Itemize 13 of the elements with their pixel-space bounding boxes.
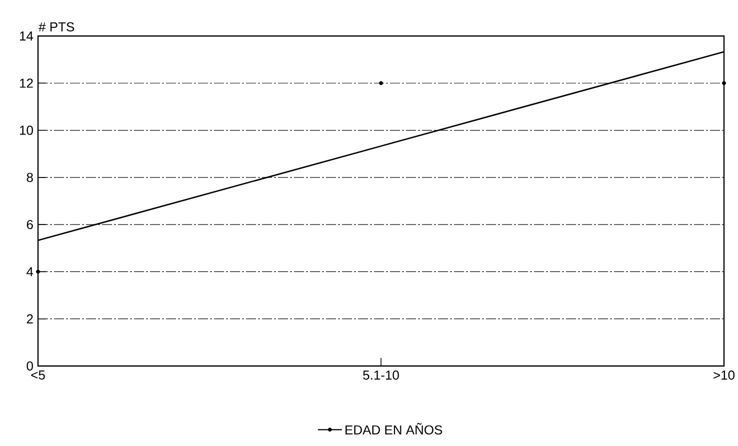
y-tick-label: 4: [26, 267, 34, 276]
x-tick-label: <5: [31, 370, 45, 380]
legend-label: EDAD EN AÑOS: [346, 422, 442, 435]
x-tick-label: 5.1-10: [363, 370, 399, 380]
y-tick-label: 8: [26, 172, 33, 182]
y-tick-label: 2: [26, 314, 33, 324]
y-axis-title: # PTS: [38, 22, 74, 32]
x-tick-label: >10: [714, 370, 735, 380]
y-tick-label: 0: [26, 361, 33, 371]
y-tick-label: 12: [20, 78, 33, 88]
y-tick-label: 14: [20, 32, 34, 40]
y-tick-label: 10: [20, 126, 33, 135]
y-tick-label: 6: [26, 220, 33, 230]
